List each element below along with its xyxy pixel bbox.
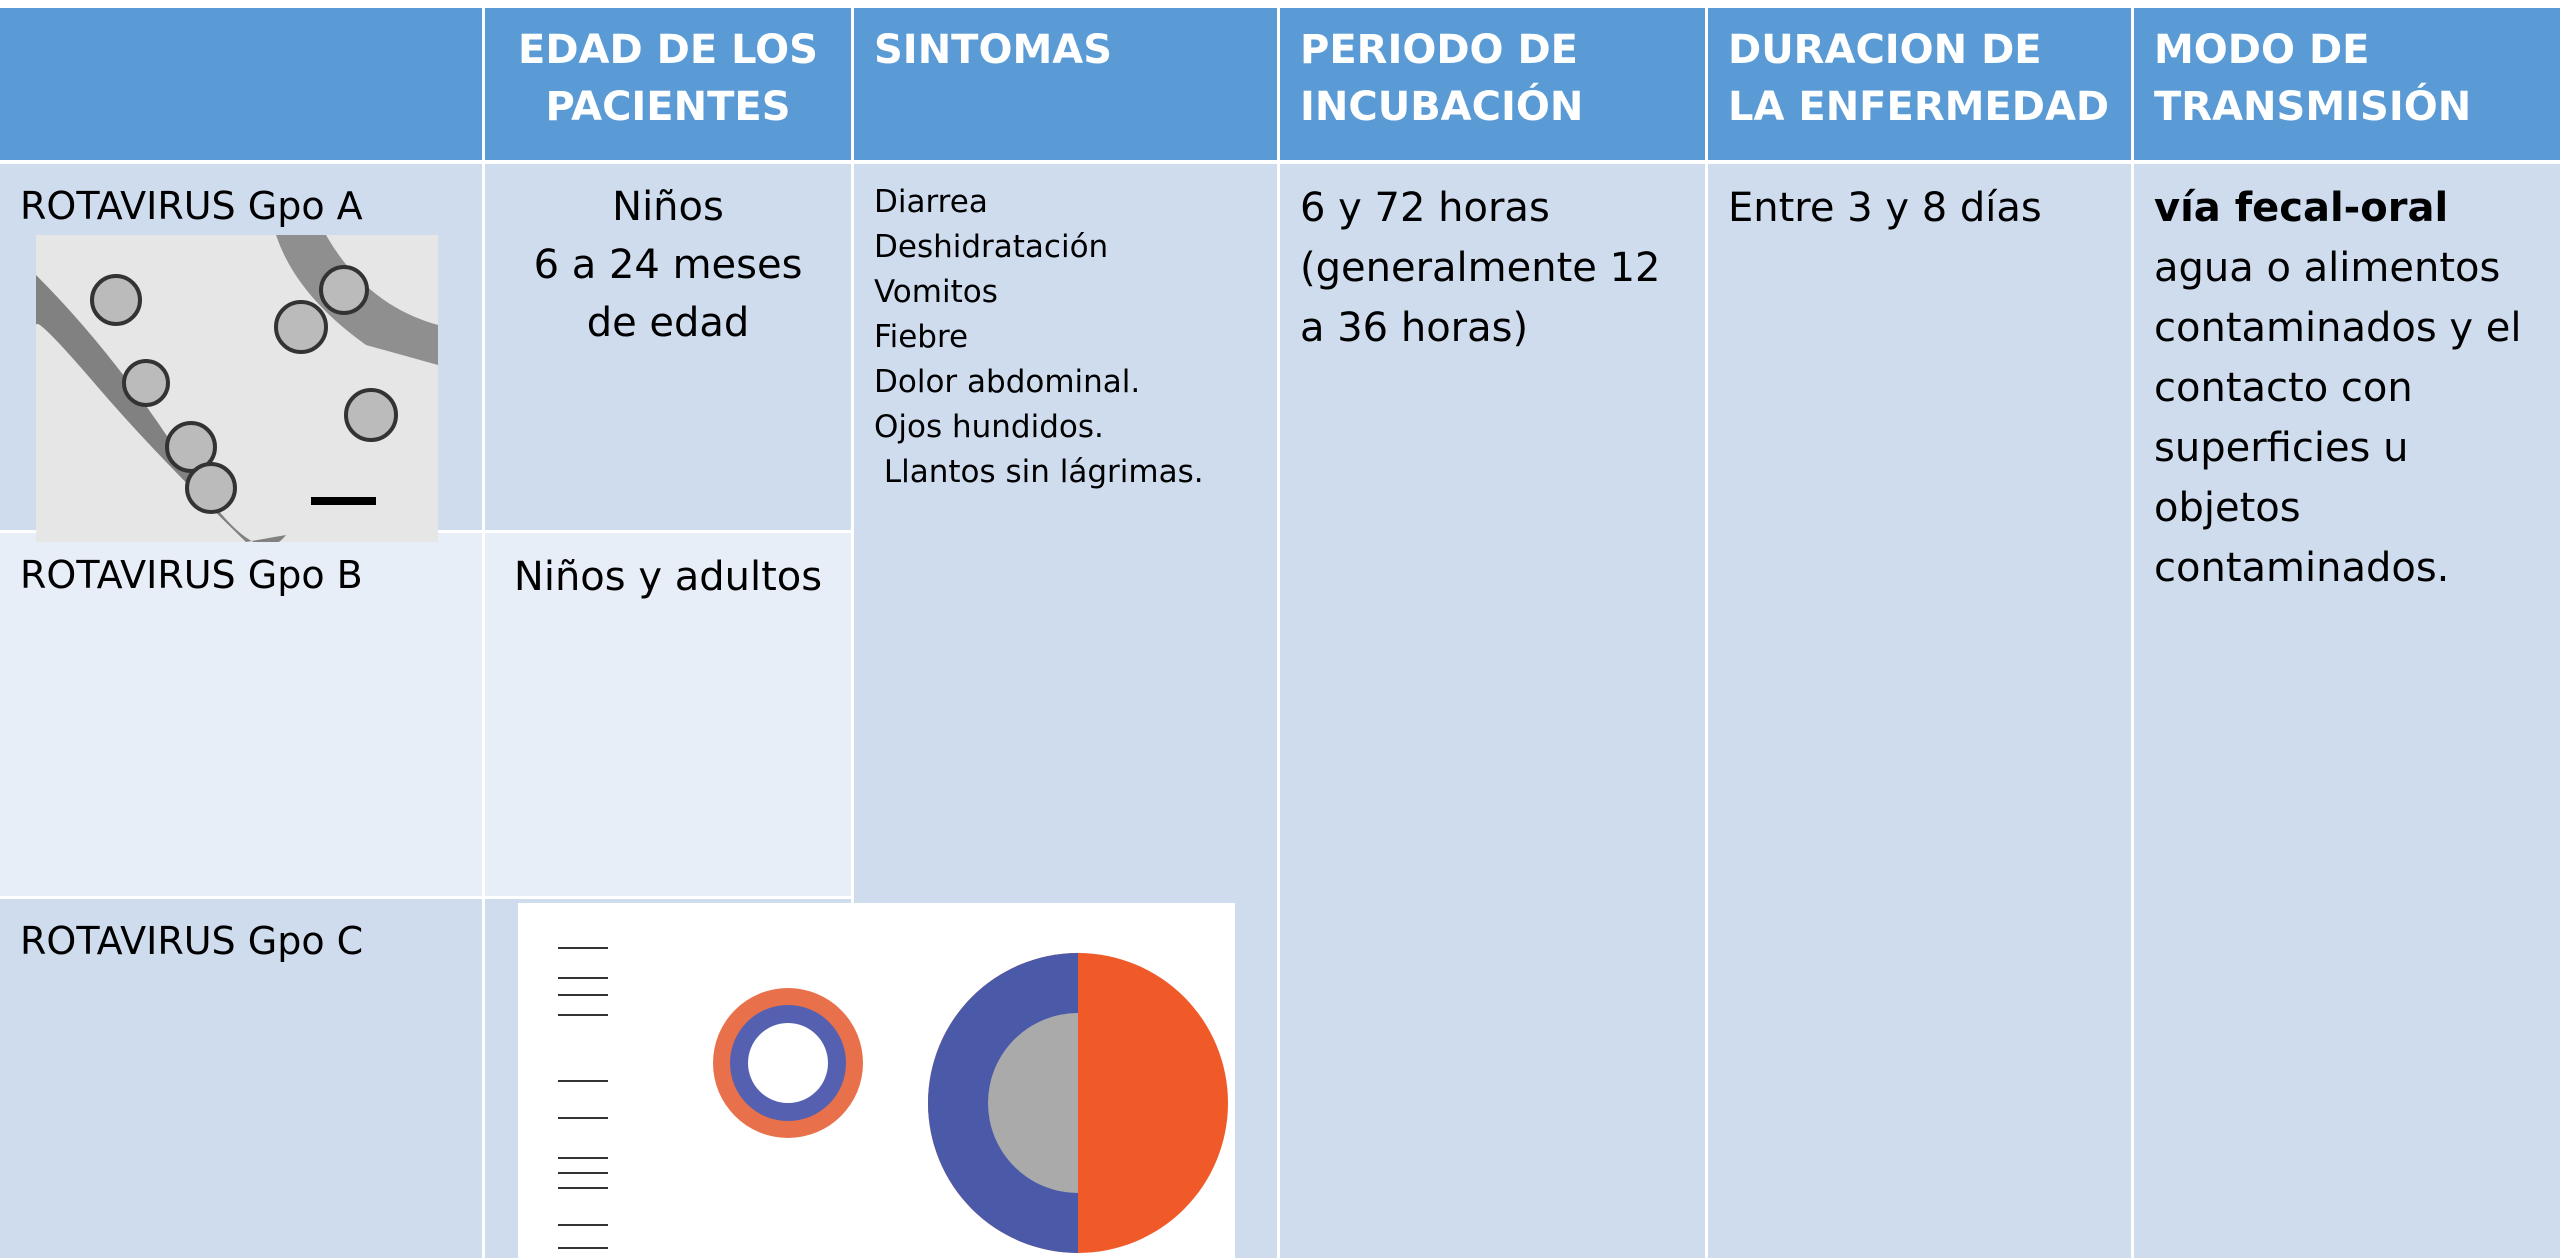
symptom: Llantos sin lágrimas.: [874, 453, 1204, 490]
diagram-image: [518, 903, 1235, 1258]
symptom: Diarrea: [874, 184, 988, 220]
transmission-bold: vía fecal-oral: [2154, 185, 2449, 231]
duration-cell: Entre 3 y 8 días: [1708, 164, 2131, 1258]
incubation-cell: 6 y 72 horas (generalmente 12 a 36 horas…: [1280, 164, 1705, 1258]
symptom: Ojos hundidos.: [874, 408, 1104, 445]
age-cell: Niños y adultos: [485, 533, 851, 896]
age-line: Niños: [612, 184, 724, 230]
row-name: ROTAVIRUS Gpo C: [0, 899, 482, 1258]
transmission-text: agua o alimentos contaminados y el conta…: [2154, 245, 2522, 591]
age-cell: Niños 6 a 24 meses de edad: [485, 164, 851, 530]
header-cell: DURACION DE LA ENFERMEDAD: [1708, 8, 2131, 160]
micrograph-image: [36, 235, 438, 542]
symptom: Vomitos: [874, 273, 998, 310]
transmission-cell: vía fecal-oral agua o alimentos contamin…: [2134, 164, 2560, 1258]
row-name: ROTAVIRUS Gpo B: [0, 533, 482, 896]
symptom: Dolor abdominal.: [874, 363, 1141, 400]
header-cell: [0, 8, 482, 160]
header-cell: EDAD DE LOS PACIENTES: [485, 8, 851, 160]
age-line: 6 a 24 meses de edad: [533, 242, 803, 346]
header-cell: PERIODO DE INCUBACIÓN: [1280, 8, 1705, 160]
header-cell: MODO DE TRANSMISIÓN: [2134, 8, 2560, 160]
symptom: Fiebre: [874, 318, 969, 355]
symptom: Deshidratación: [874, 228, 1109, 265]
header-cell: SINTOMAS: [854, 8, 1277, 160]
